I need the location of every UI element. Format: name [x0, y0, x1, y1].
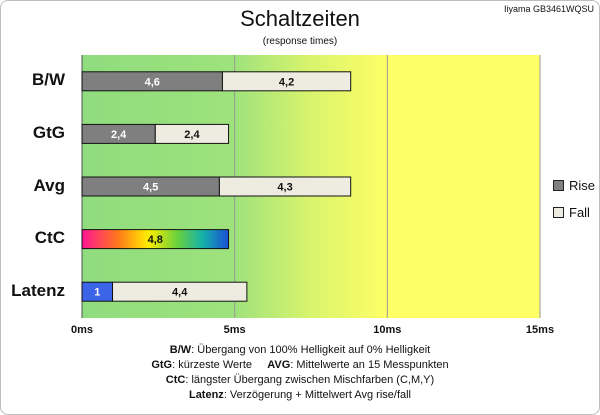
bar-fall-label-1: 2,4 [184, 129, 200, 141]
bar-fall-label-0: 4,2 [279, 76, 294, 88]
bar-fall-label-4: 4,4 [172, 287, 188, 299]
legend-fall-swatch [553, 207, 564, 218]
bar-rise-label-2: 4,5 [143, 182, 158, 194]
note-avg-text: : Mittelwerte an 15 Messpunkten [290, 359, 449, 371]
bar-fall-0 [221, 71, 352, 92]
legend-fall-label: Fall [569, 205, 590, 220]
note-latenz-text: : Verzögerung + Mittelwert Avg rise/fall [223, 389, 412, 401]
monitor-model-label: Iiyama GB3461WQSU [503, 4, 594, 14]
note-latenz-key: Latenz [188, 389, 224, 401]
bar-fall-2 [218, 176, 352, 197]
legend-fall: Fall [553, 205, 590, 220]
legend-rise-label: Rise [569, 178, 596, 193]
bar-rise-label-4: 1 [94, 287, 100, 299]
legend-rise: Rise [553, 178, 595, 193]
x-tick-label-1: 5ms [223, 324, 246, 336]
category-label-1: GtG [32, 122, 65, 142]
note-gtg: GtG: kürzeste Werte AVG: Mittelwerte an … [0, 358, 600, 373]
note-gtg-text: : kürzeste Werte [172, 359, 252, 371]
bar-rise-label-1: 2,4 [111, 129, 127, 141]
bar-rise-label-0: 4,6 [145, 76, 160, 88]
category-label-4: Latenz [11, 280, 65, 300]
note-bw: B/W: Übergang von 100% Helligkeit auf 0%… [0, 343, 600, 358]
notes-block: B/W: Übergang von 100% Helligkeit auf 0%… [0, 343, 600, 403]
legend-rise-swatch [553, 180, 564, 191]
bar-fall-4 [112, 281, 248, 302]
bar-rise-label-3: 4,8 [148, 234, 163, 246]
category-label-0: B/W [31, 70, 65, 90]
note-ctc: CtC: längster Übergang zwischen Mischfar… [0, 373, 600, 388]
note-avg-key: AVG [267, 359, 291, 371]
category-label-3: CtC [34, 228, 65, 248]
note-latenz: Latenz: Verzögerung + Mittelwert Avg ris… [0, 388, 600, 403]
x-tick-label-0: 0ms [70, 324, 94, 336]
note-bw-key: B/W [169, 344, 192, 356]
bar-rise-3 [81, 229, 230, 250]
x-tick-label-2: 10ms [373, 324, 402, 336]
note-bw-text: : Übergang von 100% Helligkeit auf 0% He… [191, 344, 431, 356]
note-ctc-key: CtC [165, 374, 186, 386]
note-gtg-key: GtG [151, 359, 173, 371]
bar-fall-label-2: 4,3 [277, 182, 292, 194]
category-label-2: Avg [33, 175, 66, 195]
x-tick-label-3: 15ms [525, 324, 555, 336]
note-ctc-text: : längster Übergang zwischen Mischfarben… [185, 374, 435, 386]
chart-subtitle: (response times) [262, 36, 338, 47]
chart-title: Schaltzeiten [240, 6, 360, 31]
bar-fall-1 [154, 123, 230, 144]
